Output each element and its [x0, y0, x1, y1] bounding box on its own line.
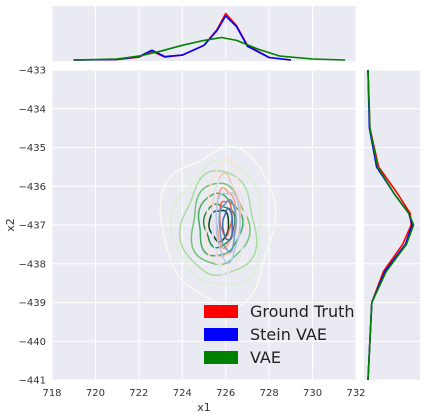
x-tick-label: 722 — [129, 388, 148, 399]
top-marginal-background — [52, 6, 356, 61]
legend-swatch — [204, 328, 238, 341]
top-marginal-vae — [73, 36, 346, 61]
y-tick-label: −437 — [19, 221, 46, 232]
x-tick-label: 718 — [42, 388, 61, 399]
y-tick-label: −440 — [19, 337, 46, 348]
main-gridlines — [51, 69, 357, 381]
contour-ground-truth — [205, 157, 248, 270]
y-axis-label: x2 — [4, 218, 17, 232]
x-tick-labels: 718 720 722 724 726 728 730 732 — [42, 388, 365, 399]
legend-swatch — [204, 305, 238, 318]
y-tick-label: −435 — [19, 143, 46, 154]
contour-vae — [202, 203, 236, 249]
x-tick-label: 732 — [346, 388, 365, 399]
legend-label: VAE — [250, 348, 281, 367]
contour-vae — [169, 158, 262, 286]
contour-stein-vae — [218, 198, 237, 253]
x-tick-label: 730 — [303, 388, 322, 399]
right-marginal-vae — [367, 69, 415, 381]
x-axis-label: x1 — [197, 401, 211, 414]
y-tick-label: −439 — [19, 298, 46, 309]
legend-swatch — [204, 351, 238, 364]
legend-label: Ground Truth — [250, 302, 355, 321]
x-tick-label: 720 — [86, 388, 105, 399]
y-tick-label: −433 — [19, 66, 46, 77]
y-tick-label: −434 — [19, 104, 46, 115]
y-tick-label: −441 — [19, 376, 46, 387]
kde-contours — [159, 145, 277, 309]
contour-vae — [159, 145, 277, 309]
x-tick-label: 726 — [216, 388, 235, 399]
contour-stein-vae — [215, 192, 241, 265]
top-marginal-curves — [73, 12, 346, 61]
x-tick-label: 728 — [260, 388, 279, 399]
y-tick-labels: −441 −440 −439 −438 −437 −436 −435 −434 −433 — [19, 66, 46, 387]
right-marginal-curves — [367, 69, 415, 381]
contour-stein-vae — [211, 176, 246, 276]
legend: Ground Truth Stein VAE VAE — [204, 302, 355, 367]
y-tick-label: −436 — [19, 182, 46, 193]
legend-label: Stein VAE — [250, 325, 327, 344]
contour-vae — [208, 209, 230, 243]
contour-stein-vae — [221, 207, 234, 241]
y-tick-label: −438 — [19, 259, 46, 270]
x-tick-label: 724 — [173, 388, 192, 399]
